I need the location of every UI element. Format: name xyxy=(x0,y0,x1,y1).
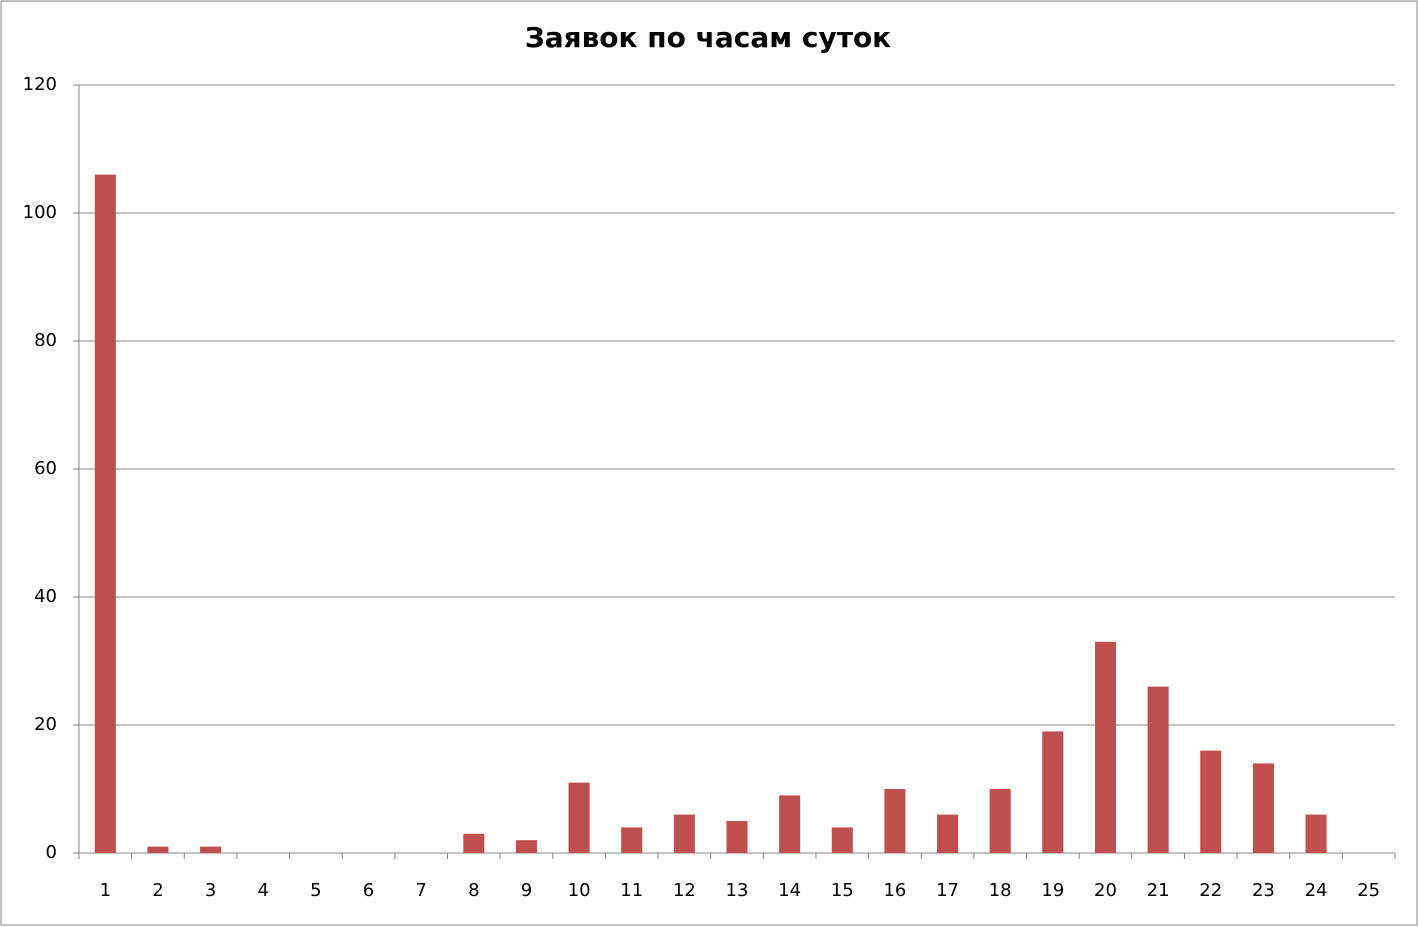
bar xyxy=(200,846,222,853)
y-tick-label: 40 xyxy=(34,586,57,607)
bar xyxy=(831,827,853,853)
x-tick-label: 14 xyxy=(778,880,801,901)
chart-title: Заявок по часам суток xyxy=(525,21,891,54)
bar xyxy=(1147,686,1169,853)
x-tick-label: 8 xyxy=(468,880,479,901)
y-tick-label: 20 xyxy=(34,714,57,735)
bar xyxy=(726,821,748,853)
x-tick-label: 25 xyxy=(1357,880,1380,901)
y-tick-label: 0 xyxy=(46,842,57,863)
x-tick-label: 13 xyxy=(726,880,749,901)
y-tick-label: 100 xyxy=(23,202,57,223)
bar xyxy=(94,174,116,854)
x-tick-label: 19 xyxy=(1041,880,1064,901)
x-tick-label: 7 xyxy=(415,880,426,901)
bar xyxy=(463,833,485,853)
bar xyxy=(147,846,169,853)
x-tick-label: 3 xyxy=(205,880,216,901)
y-tick-label: 120 xyxy=(23,74,57,95)
x-tick-label: 12 xyxy=(673,880,696,901)
x-tick-label: 4 xyxy=(258,880,269,901)
bar xyxy=(1094,641,1117,853)
x-tick-label: 15 xyxy=(831,880,854,901)
bar xyxy=(937,814,959,853)
x-tick-label: 9 xyxy=(521,880,532,901)
x-tick-label: 17 xyxy=(936,880,959,901)
x-tick-label: 21 xyxy=(1147,880,1170,901)
x-tick-label: 18 xyxy=(989,880,1012,901)
bar xyxy=(884,789,906,853)
x-tick-label: 10 xyxy=(568,880,591,901)
y-tick-label: 80 xyxy=(34,330,57,351)
bar xyxy=(621,827,643,853)
x-tick-label: 20 xyxy=(1094,880,1117,901)
x-tick-label: 16 xyxy=(883,880,906,901)
x-tick-label: 11 xyxy=(620,880,643,901)
bar xyxy=(673,814,695,853)
x-tick-label: 24 xyxy=(1305,880,1328,901)
bar xyxy=(1200,750,1222,853)
bar xyxy=(779,795,801,853)
x-tick-label: 5 xyxy=(310,880,321,901)
x-tick-label: 1 xyxy=(100,880,111,901)
bar xyxy=(989,789,1011,853)
y-tick-label: 60 xyxy=(34,458,57,479)
bar xyxy=(1305,814,1327,853)
bar xyxy=(515,840,537,853)
x-tick-label: 22 xyxy=(1199,880,1222,901)
x-tick-label: 23 xyxy=(1252,880,1275,901)
bar xyxy=(1042,731,1064,853)
x-tick-label: 2 xyxy=(152,880,163,901)
x-tick-label: 6 xyxy=(363,880,374,901)
bar xyxy=(1252,763,1274,853)
bar xyxy=(568,782,590,853)
